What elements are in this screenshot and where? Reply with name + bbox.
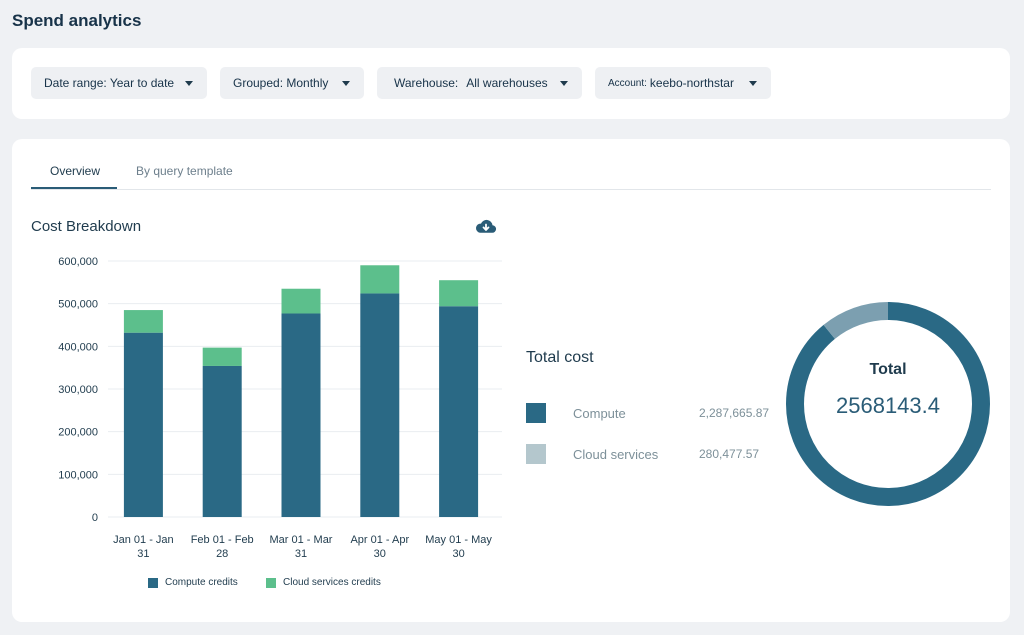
legend-label-cloud-services: Cloud services credits bbox=[283, 577, 381, 588]
y-tick-label: 0 bbox=[92, 512, 98, 524]
analytics-panel: Overview By query template Cost Breakdow… bbox=[12, 139, 1010, 622]
warehouse-dropdown[interactable]: Warehouse: All warehouses bbox=[377, 67, 582, 99]
total-cost-title: Total cost bbox=[526, 349, 594, 366]
warehouse-value: All warehouses bbox=[466, 76, 548, 90]
active-tab-indicator bbox=[31, 187, 117, 189]
account-dropdown[interactable]: Account: keebo-northstar bbox=[595, 67, 771, 99]
x-tick-label: 31 bbox=[137, 548, 149, 560]
legend-item-cloud-services: Cloud services credits bbox=[266, 577, 381, 588]
tab-overview[interactable]: Overview bbox=[50, 164, 101, 178]
y-tick-label: 600,000 bbox=[58, 256, 98, 268]
bar-cloud-services bbox=[439, 280, 479, 307]
bar-compute bbox=[360, 293, 400, 517]
caret-down-icon bbox=[749, 81, 757, 86]
tab-bar: Overview By query template bbox=[31, 157, 991, 190]
legend-swatch-cloud-services bbox=[266, 577, 276, 588]
x-tick-label: May 01 - May bbox=[425, 534, 492, 546]
bar-compute bbox=[281, 313, 321, 517]
x-tick-label: 30 bbox=[452, 548, 464, 560]
cloud-services-swatch bbox=[526, 444, 546, 464]
page-title: Spend analytics bbox=[12, 11, 142, 30]
x-tick-label: Apr 01 - Apr bbox=[350, 534, 409, 546]
donut-center-label: Total bbox=[869, 361, 907, 378]
x-tick-label: Feb 01 - Feb bbox=[191, 534, 254, 546]
bar-compute bbox=[123, 332, 163, 517]
grouped-dropdown[interactable]: Grouped: Monthly bbox=[220, 67, 364, 99]
y-tick-label: 300,000 bbox=[58, 384, 98, 396]
y-tick-label: 200,000 bbox=[58, 427, 98, 439]
x-tick-label: 30 bbox=[374, 548, 386, 560]
warehouse-prefix: Warehouse: bbox=[394, 76, 459, 90]
bar-compute bbox=[439, 306, 479, 517]
y-tick-label: 500,000 bbox=[58, 299, 98, 311]
date-range-dropdown[interactable]: Date range: Year to date bbox=[31, 67, 207, 99]
x-tick-label: Jan 01 - Jan bbox=[113, 534, 174, 546]
caret-down-icon bbox=[560, 81, 568, 86]
account-prefix: Account: bbox=[608, 77, 647, 89]
bar-cloud-services bbox=[360, 265, 400, 294]
grouped-label: Grouped: Monthly bbox=[233, 76, 329, 90]
x-tick-label: Mar 01 - Mar bbox=[270, 534, 333, 546]
donut-center-value: 2568143.4 bbox=[836, 393, 940, 418]
y-tick-label: 100,000 bbox=[58, 469, 98, 481]
legend-swatch-compute bbox=[148, 577, 158, 588]
compute-value: 2,287,665.87 bbox=[699, 406, 770, 420]
x-tick-label: 31 bbox=[295, 548, 307, 560]
filter-bar: Date range: Year to date Grouped: Monthl… bbox=[12, 48, 1010, 119]
compute-label: Compute bbox=[573, 406, 626, 421]
cloud-services-label: Cloud services bbox=[573, 447, 659, 462]
cloud-download-icon[interactable] bbox=[475, 218, 497, 236]
caret-down-icon bbox=[185, 81, 193, 86]
bar-cloud-services bbox=[281, 288, 321, 314]
cloud-services-value: 280,477.57 bbox=[699, 447, 760, 461]
total-cost-donut bbox=[786, 302, 990, 506]
x-tick-label: 28 bbox=[216, 548, 228, 560]
bar-cloud-services bbox=[202, 347, 242, 366]
cost-breakdown-title: Cost Breakdown bbox=[31, 218, 142, 235]
compute-swatch bbox=[526, 403, 546, 423]
caret-down-icon bbox=[342, 81, 350, 86]
y-tick-label: 400,000 bbox=[58, 341, 98, 353]
cost-breakdown-chart: 0 100,000 200,000 300,000 400,000 500,000 600,… bbox=[58, 256, 502, 560]
account-value: keebo-northstar bbox=[649, 76, 734, 90]
date-range-label: Date range: Year to date bbox=[44, 76, 175, 90]
donut-segment-cloud-services bbox=[786, 302, 990, 506]
bar-cloud-services bbox=[123, 310, 163, 333]
bar-compute bbox=[202, 365, 242, 517]
legend-label-compute: Compute credits bbox=[165, 577, 238, 588]
legend-item-compute: Compute credits bbox=[148, 577, 238, 588]
tab-by-query-template[interactable]: By query template bbox=[136, 164, 233, 178]
